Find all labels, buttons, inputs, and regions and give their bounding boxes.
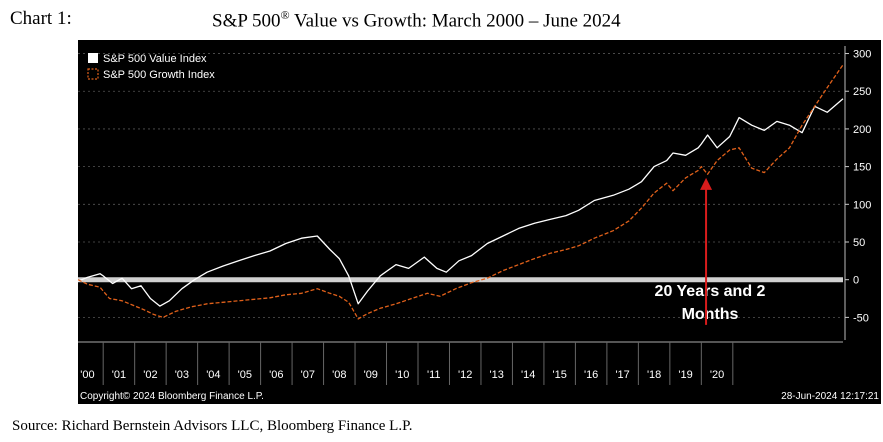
x-tick-label: '16 bbox=[584, 369, 598, 381]
x-tick-label: '19 bbox=[678, 369, 692, 381]
timestamp-text: 28-Jun-2024 12:17:21 bbox=[781, 391, 879, 402]
x-tick-label: '14 bbox=[521, 369, 535, 381]
y-tick-label: 0 bbox=[853, 275, 859, 287]
x-tick-label: '18 bbox=[647, 369, 661, 381]
series-lines bbox=[77, 64, 844, 320]
chart-footer: Copyright© 2024 Bloomberg Finance L.P. 28… bbox=[80, 391, 879, 402]
annotation-arrowhead bbox=[700, 177, 713, 190]
x-axis: '00 '01 '02 '03 '04 '05 '06 '07 '08 '09 '10 '11 '12 '… bbox=[78, 341, 843, 385]
legend-swatch-value bbox=[88, 53, 98, 63]
line-chart: -50 0 50 100 150 200 250 300 S&P 500 Value Inde… bbox=[77, 46, 879, 402]
y-tick-label: 50 bbox=[853, 237, 865, 249]
x-tick-label: '17 bbox=[615, 369, 629, 381]
chart-panel: -50 0 50 100 150 200 250 300 S&P 500 Value Inde… bbox=[77, 40, 881, 404]
annotation-text-line2: Months bbox=[682, 306, 739, 323]
value-index-line bbox=[77, 98, 844, 307]
y-tick-label: 300 bbox=[853, 49, 871, 61]
x-tick-label: '01 bbox=[112, 369, 126, 381]
x-tick-label: '04 bbox=[206, 369, 220, 381]
title-suffix: Value vs Growth: March 2000 – June 2024 bbox=[289, 10, 621, 32]
x-tick-label: '03 bbox=[175, 369, 189, 381]
x-tick-label: '00 bbox=[80, 369, 94, 381]
annotation: 20 Years and 2 Months bbox=[655, 177, 766, 325]
copyright-text: Copyright© 2024 Bloomberg Finance L.P. bbox=[80, 391, 264, 402]
x-tick-label: '13 bbox=[490, 369, 504, 381]
legend-label: S&P 500 Growth Index bbox=[103, 69, 215, 81]
y-tick-label: 150 bbox=[853, 162, 871, 174]
chart-caption-label: Chart 1: bbox=[10, 8, 72, 29]
registered-mark: ® bbox=[280, 8, 290, 22]
annotation-text-line1: 20 Years and 2 bbox=[655, 283, 766, 300]
y-tick-label: -50 bbox=[853, 312, 869, 324]
x-tick-label: '06 bbox=[269, 369, 283, 381]
x-tick-label: '12 bbox=[458, 369, 472, 381]
x-tick-label: '20 bbox=[710, 369, 724, 381]
legend-label: S&P 500 Value Index bbox=[103, 53, 207, 65]
y-tick-label: 250 bbox=[853, 86, 871, 98]
legend: S&P 500 Value Index S&P 500 Growth Index bbox=[87, 53, 215, 81]
x-tick-label: '09 bbox=[364, 369, 378, 381]
y-tick-label: 100 bbox=[853, 199, 871, 211]
legend-swatch-growth bbox=[87, 68, 99, 80]
title-prefix: S&P 500 bbox=[212, 10, 281, 32]
x-tick-label: '05 bbox=[238, 369, 252, 381]
x-tick-label: '15 bbox=[552, 369, 566, 381]
x-tick-label: '07 bbox=[301, 369, 315, 381]
x-tick-label: '08 bbox=[332, 369, 346, 381]
x-tick-label: '10 bbox=[395, 369, 409, 381]
x-tick-label: '11 bbox=[427, 369, 441, 381]
growth-index-line bbox=[77, 64, 844, 320]
source-note: Source: Richard Bernstein Advisors LLC, … bbox=[12, 418, 413, 434]
y-axis: -50 0 50 100 150 200 250 300 bbox=[844, 46, 871, 340]
y-tick-label: 200 bbox=[853, 124, 871, 136]
chart-caption-title: S&P 500® Value vs Growth: March 2000 – J… bbox=[212, 8, 621, 32]
x-tick-label: '02 bbox=[143, 369, 157, 381]
